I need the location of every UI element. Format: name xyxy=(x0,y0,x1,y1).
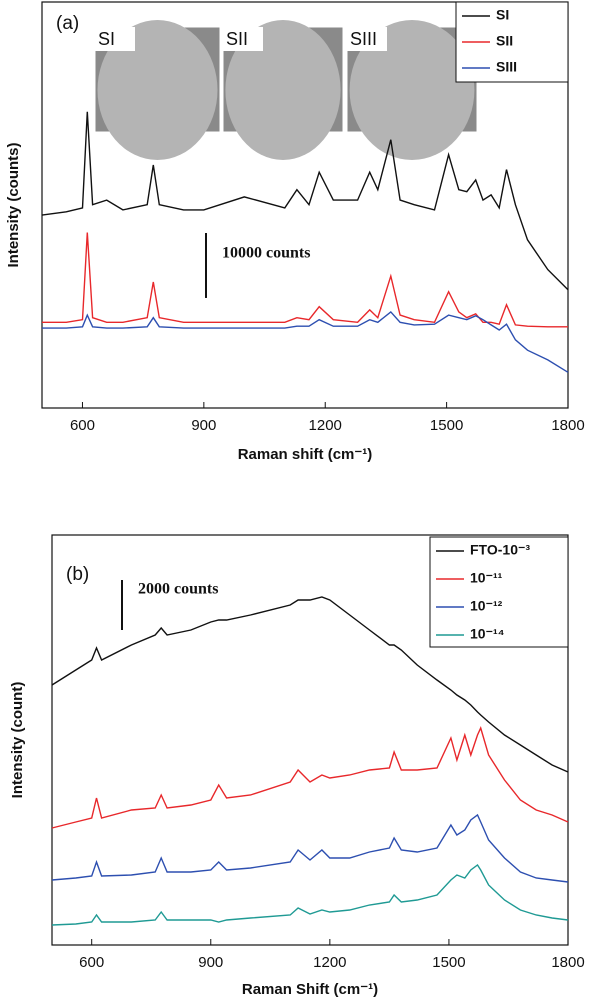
inset-label: SIII xyxy=(350,29,377,49)
x-axis-label: Raman shift (cm⁻¹) xyxy=(238,446,373,463)
x-tick-label: 600 xyxy=(70,417,95,434)
spectrum-line xyxy=(51,596,569,773)
legend-label: FTO-10⁻³ xyxy=(470,542,530,558)
y-axis-label: Intensity (count) xyxy=(9,682,26,799)
x-tick-label: 600 xyxy=(79,954,104,971)
spectrum-line xyxy=(42,310,569,373)
spectrum-line xyxy=(51,813,569,883)
spectrum-line xyxy=(51,726,569,829)
x-tick-label: 900 xyxy=(198,954,223,971)
legend-label: 10⁻¹¹ xyxy=(470,570,503,586)
scale-bar-label: 2000 counts xyxy=(138,581,218,598)
sem-particle xyxy=(97,20,218,160)
x-axis-label: Raman Shift (cm⁻¹) xyxy=(242,981,378,998)
x-tick-label: 1800 xyxy=(551,954,584,971)
x-tick-label: 1800 xyxy=(551,417,584,434)
sem-particle xyxy=(225,20,341,160)
inset-label: SI xyxy=(98,29,115,49)
sem-particle xyxy=(349,20,475,160)
y-axis-label: Intensity (counts) xyxy=(5,142,22,267)
spectrum-line xyxy=(51,863,569,926)
legend-label: SIII xyxy=(496,59,517,75)
inset-label-bg xyxy=(347,27,387,51)
inset-label: SII xyxy=(226,29,248,49)
x-tick-label: 1500 xyxy=(432,954,465,971)
x-tick-label: 1200 xyxy=(313,954,346,971)
legend-label: 10⁻¹⁴ xyxy=(470,626,505,642)
scale-bar-label: 10000 counts xyxy=(222,245,310,262)
inset-label-bg xyxy=(223,27,263,51)
x-tick-label: 1200 xyxy=(309,417,342,434)
legend-box xyxy=(429,536,569,648)
legend-label: SII xyxy=(496,33,513,49)
x-tick-label: 1500 xyxy=(430,417,463,434)
spectrum-line xyxy=(41,111,569,291)
panel-label: (b) xyxy=(66,564,89,585)
inset-label-bg xyxy=(95,27,135,51)
legend-label: 10⁻¹² xyxy=(470,598,503,614)
plot-frame xyxy=(41,1,569,409)
legend-label: SI xyxy=(496,7,509,23)
x-tick-label: 900 xyxy=(191,417,216,434)
spectrum-line xyxy=(42,232,568,328)
panel-label: (a) xyxy=(56,13,79,34)
plot-frame xyxy=(51,534,569,946)
